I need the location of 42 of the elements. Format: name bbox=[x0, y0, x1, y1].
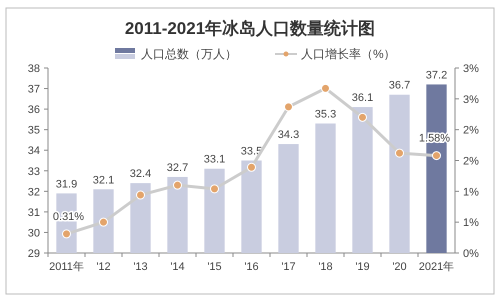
chart-title: 2011-2021年冰岛人口数量统计图 bbox=[124, 19, 376, 38]
y-tick-label: 36 bbox=[28, 104, 40, 116]
y2-tick-label: 3% bbox=[463, 63, 480, 75]
x-tick-label: '15 bbox=[207, 261, 222, 273]
data-label: 32.7 bbox=[166, 162, 188, 174]
legend-label: 人口增长率（%） bbox=[301, 47, 396, 61]
data-label: 35.3 bbox=[314, 108, 336, 120]
legend-label: 人口总数（万人） bbox=[141, 47, 237, 61]
y-tick-label: 38 bbox=[28, 63, 40, 75]
x-tick-label: '18 bbox=[318, 261, 333, 273]
y2-tick-label: 1% bbox=[463, 217, 480, 230]
x-tick-label: 2011年 bbox=[49, 261, 84, 273]
data-label: 0.31% bbox=[52, 210, 84, 223]
y-tick-label: 31 bbox=[28, 206, 40, 219]
data-label: 33.1 bbox=[204, 154, 226, 166]
y2-tick-label: 1% bbox=[463, 186, 480, 198]
x-tick-label: '13 bbox=[133, 261, 148, 273]
x-tick-label: '20 bbox=[392, 261, 407, 273]
x-tick-label: '16 bbox=[244, 261, 259, 273]
x-tick-label: '14 bbox=[170, 261, 185, 273]
x-tick-label: '12 bbox=[96, 261, 111, 273]
data-label: 34.3 bbox=[278, 129, 300, 142]
x-tick-label: '17 bbox=[281, 261, 296, 273]
y-tick-label: 37 bbox=[28, 84, 40, 96]
data-label: 32.4 bbox=[130, 168, 152, 180]
y2-tick-label: 2% bbox=[463, 156, 480, 168]
y-tick-label: 30 bbox=[28, 227, 40, 240]
y2-tick-label: 0% bbox=[463, 248, 480, 260]
data-label: 36.7 bbox=[388, 80, 410, 92]
x-tick-label: 2021年 bbox=[418, 261, 454, 273]
y2-tick-label: 2% bbox=[463, 124, 480, 137]
y-tick-label: 34 bbox=[28, 145, 40, 158]
y-tick-label: 32 bbox=[28, 186, 40, 198]
y2-tick-label: 3% bbox=[463, 94, 480, 106]
data-label: 36.1 bbox=[352, 92, 374, 104]
data-label: 37.2 bbox=[426, 69, 448, 82]
data-label: 31.9 bbox=[56, 178, 78, 190]
y-tick-label: 35 bbox=[28, 124, 40, 137]
y-tick-label: 33 bbox=[28, 166, 40, 178]
x-tick-label: '19 bbox=[355, 261, 370, 273]
data-label: 32.1 bbox=[92, 174, 114, 186]
y-tick-label: 29 bbox=[28, 248, 40, 260]
